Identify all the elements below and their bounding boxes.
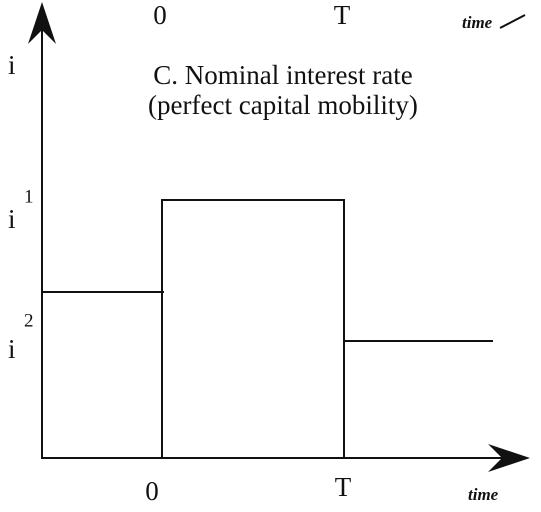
axes xyxy=(41,45,515,459)
title-line1: C. Nominal interest rate xyxy=(153,60,412,90)
level-superscript: 1 xyxy=(24,186,34,207)
top-t: T xyxy=(334,0,351,30)
level-superscript: 2 xyxy=(24,310,34,331)
title-line2: (perfect capital mobility) xyxy=(148,90,418,120)
level-symbol: i xyxy=(8,204,16,234)
y-axis-label: i xyxy=(8,50,16,80)
top-time: time xyxy=(462,13,493,32)
y-arrowhead xyxy=(28,2,56,44)
x-zero: 0 xyxy=(145,476,159,506)
x-arrowhead xyxy=(488,444,530,472)
x-t: T xyxy=(335,472,352,502)
top-arrow-fragment xyxy=(499,14,526,29)
raised-rate xyxy=(161,199,345,458)
top-zero: 0 xyxy=(153,0,167,30)
x-time: time xyxy=(468,485,499,504)
level-symbol: i xyxy=(8,334,16,364)
